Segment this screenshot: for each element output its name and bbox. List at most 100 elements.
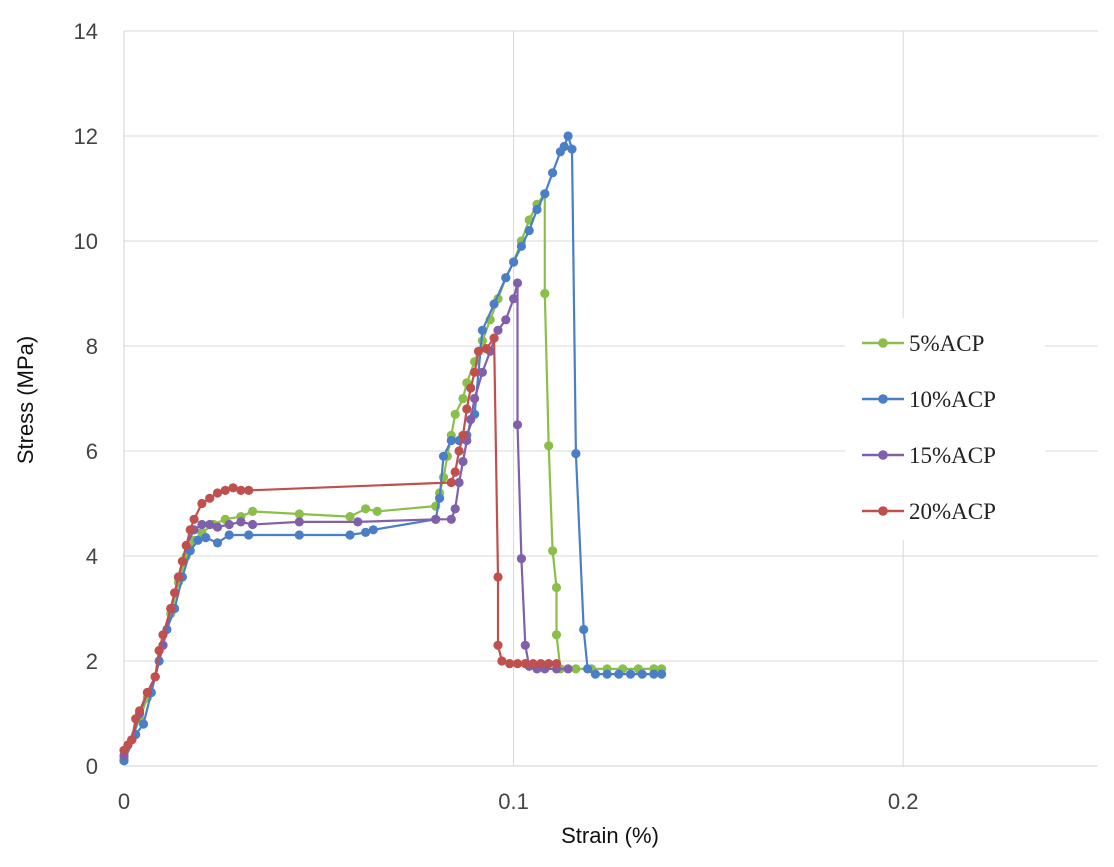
data-point-15acp [512, 278, 523, 288]
data-point-5acp [540, 288, 550, 299]
data-point-5acp [361, 504, 371, 514]
y-tick-label: 10 [74, 229, 98, 254]
series-10acp [119, 131, 667, 766]
data-point-20acp [446, 477, 456, 488]
data-point-20acp [466, 383, 476, 393]
data-point-10acp [244, 530, 254, 540]
data-point-10acp [368, 525, 378, 535]
data-point-20acp [493, 572, 503, 582]
data-point-10acp [489, 299, 499, 309]
data-point-20acp [470, 367, 480, 377]
data-point-15acp [520, 640, 530, 650]
data-point-20acp [166, 603, 176, 614]
y-tick-label: 2 [86, 649, 98, 674]
data-point-5acp [551, 582, 562, 593]
axes [123, 31, 1098, 767]
data-point-10acp [657, 669, 667, 679]
data-point-5acp [458, 393, 468, 404]
data-point-20acp [520, 659, 530, 669]
y-axis-label: Stress (MPa) [13, 336, 38, 464]
data-point-20acp [228, 483, 238, 493]
legend-swatch-marker [878, 506, 888, 516]
y-tick-label: 0 [86, 754, 98, 779]
data-point-15acp [493, 325, 503, 335]
data-point-15acp [236, 517, 246, 527]
legend-background [845, 318, 1045, 540]
data-point-20acp [197, 498, 207, 509]
x-tick-label: 0 [118, 789, 130, 814]
legend-label: 5%ACP [909, 331, 984, 356]
data-point-20acp [489, 333, 499, 343]
data-point-10acp [602, 669, 612, 679]
legend-label: 15%ACP [909, 443, 996, 468]
data-point-15acp [477, 367, 487, 377]
data-point-10acp [614, 669, 624, 679]
data-point-20acp [544, 659, 554, 669]
data-point-20acp [512, 659, 523, 669]
data-point-10acp [567, 144, 577, 154]
data-point-20acp [244, 485, 254, 495]
data-point-5acp [551, 630, 562, 640]
legend: 5%ACP 10%ACP 15%ACP 20%ACP [845, 318, 1045, 540]
series-20acp [119, 333, 562, 755]
data-point-10acp [477, 325, 487, 335]
data-point-15acp [446, 514, 456, 524]
data-point-10acp [201, 533, 211, 543]
data-point-20acp [177, 556, 187, 566]
data-point-15acp [212, 522, 223, 532]
y-tick-label: 4 [86, 544, 98, 569]
legend-label: 20%ACP [909, 499, 996, 524]
data-point-15acp [454, 477, 464, 488]
data-point-20acp [127, 735, 137, 745]
data-point-10acp [446, 435, 456, 446]
data-point-15acp [516, 554, 527, 564]
data-point-15acp [205, 519, 215, 530]
data-point-15acp [470, 393, 480, 404]
x-tick-labels: 0 0.1 0.2 [118, 789, 919, 814]
data-point-20acp [551, 659, 562, 669]
data-point-10acp [508, 257, 519, 267]
data-point-20acp [236, 485, 246, 495]
data-point-20acp [220, 485, 230, 495]
data-point-15acp [431, 514, 441, 524]
data-point-20acp [528, 659, 538, 669]
data-point-5acp [548, 546, 558, 556]
data-point-15acp [512, 420, 523, 430]
data-point-10acp [294, 530, 304, 540]
data-point-15acp [458, 456, 468, 467]
gridlines [124, 30, 1098, 766]
x-tick-label: 0.2 [888, 789, 919, 814]
data-point-15acp [197, 519, 207, 530]
data-point-10acp [637, 669, 647, 679]
data-point-20acp [189, 514, 199, 524]
legend-label: 10%ACP [909, 387, 996, 412]
data-point-5acp [372, 506, 382, 516]
data-point-20acp [454, 446, 464, 456]
data-point-20acp [493, 640, 503, 650]
data-point-10acp [193, 535, 203, 545]
data-point-5acp [544, 441, 554, 451]
legend-item-15acp: 15%ACP [862, 443, 996, 468]
data-point-20acp [481, 344, 491, 354]
data-point-5acp [345, 511, 355, 522]
data-point-20acp [450, 467, 460, 477]
data-point-10acp [583, 664, 593, 674]
data-point-10acp [563, 131, 573, 141]
data-point-10acp [212, 538, 223, 548]
data-point-20acp [158, 630, 168, 640]
data-point-5acp [294, 509, 304, 519]
legend-item-10acp: 10%ACP [862, 387, 996, 412]
data-point-10acp [649, 669, 659, 679]
x-axis-label: Strain (%) [561, 823, 659, 848]
data-point-15acp [224, 519, 234, 530]
data-point-10acp [625, 669, 636, 679]
data-point-10acp [361, 527, 371, 538]
legend-swatch-marker [878, 450, 888, 460]
data-point-10acp [345, 530, 355, 540]
data-point-15acp [508, 294, 519, 304]
legend-swatch-marker [878, 338, 888, 348]
data-point-20acp [212, 488, 223, 498]
data-point-10acp [524, 225, 534, 236]
data-point-15acp [353, 517, 363, 527]
